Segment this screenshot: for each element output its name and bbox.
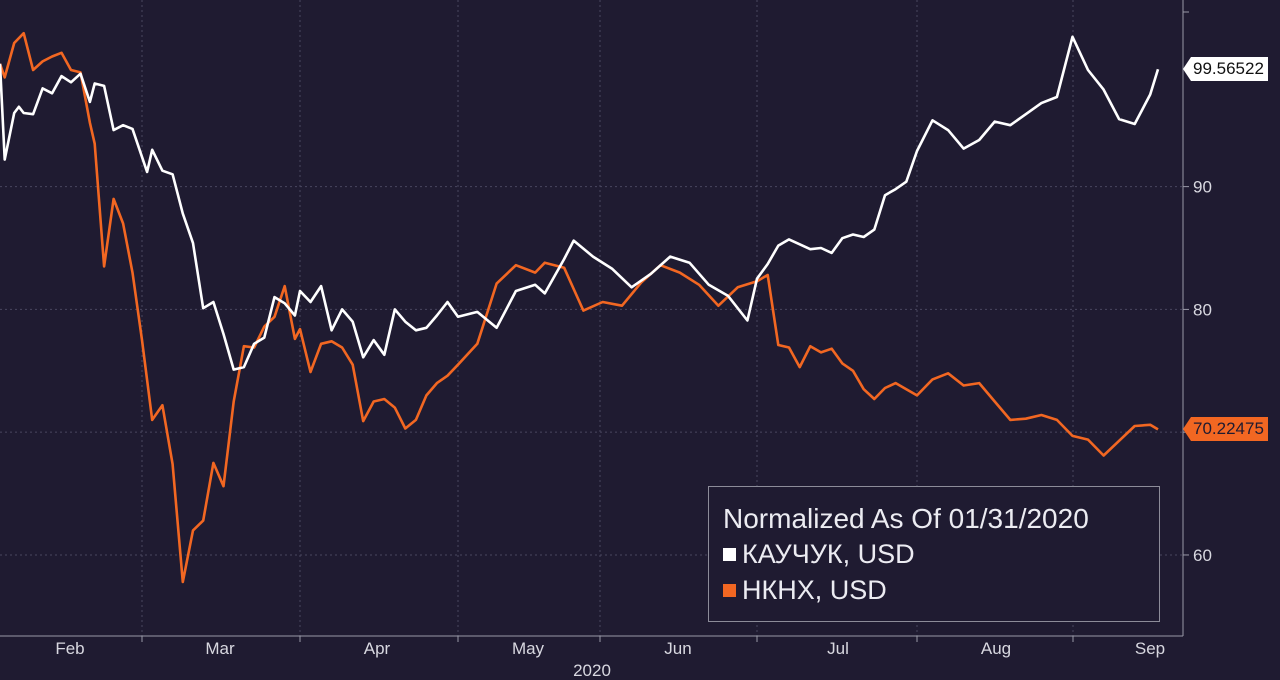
y-tick-label: 80 (1193, 300, 1212, 319)
x-tick-label: Jul (827, 639, 849, 658)
x-axis-year-label: 2020 (573, 661, 611, 680)
series-lines (0, 31, 1160, 584)
x-tick-label: Mar (205, 639, 235, 658)
series-line-kauchuk (0, 35, 1160, 371)
legend-title: Normalized As Of 01/31/2020 (723, 503, 1089, 534)
series-line-nknh (0, 31, 1159, 584)
axis-ticks: Feb Mar Apr May Jun Jul Aug Sep 2020 60 80 90 (55, 11, 1212, 680)
x-tick-label: Feb (55, 639, 84, 658)
y-tick-label: 60 (1193, 546, 1212, 565)
x-tick-label: Aug (981, 639, 1011, 658)
x-tick-label: Apr (364, 639, 391, 658)
nknh-last-value-tag: 70.22475 (1183, 417, 1268, 442)
x-tick-label: Sep (1135, 639, 1165, 658)
x-tick-label: Jun (664, 639, 691, 658)
legend-label-kauchuk: КАУЧУК, USD (742, 539, 915, 569)
legend-label-nknh: НКНХ, USD (742, 575, 887, 605)
y-tick-label: 90 (1193, 178, 1212, 197)
legend: Normalized As Of 01/31/2020 КАУЧУК, USD … (708, 486, 1160, 622)
legend-item-kauchuk: КАУЧУК, USD (723, 539, 915, 570)
legend-swatch-kauchuk (723, 548, 736, 561)
legend-item-nknh: НКНХ, USD (723, 575, 887, 606)
legend-swatch-nknh (723, 584, 736, 597)
kauchuk-last-value-tag: 99.56522 (1183, 57, 1268, 82)
x-tick-label: May (512, 639, 545, 658)
